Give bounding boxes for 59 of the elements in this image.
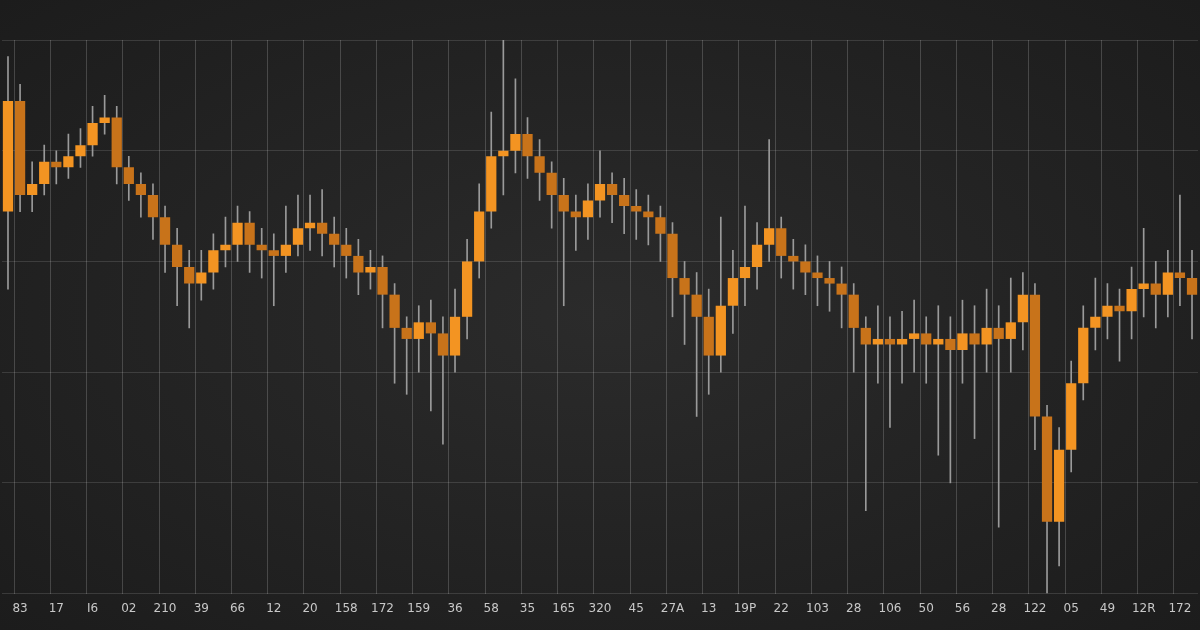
x-tick-label: 27A <box>660 600 686 615</box>
x-tick-label: 39 <box>193 600 209 615</box>
candlestick <box>329 216 340 268</box>
x-tick-label: 210 <box>153 600 177 615</box>
x-tick-label: 320 <box>588 600 612 615</box>
candlestick <box>341 227 352 279</box>
candlestick <box>860 316 871 511</box>
candlestick <box>631 189 642 240</box>
x-tick-label: 45 <box>628 600 644 615</box>
x-tick-label: 83 <box>12 600 28 615</box>
candlestick <box>425 299 436 412</box>
candlestick <box>908 299 920 373</box>
candlestick <box>619 178 630 235</box>
candlestick <box>27 161 38 212</box>
candlestick <box>268 233 279 307</box>
candlestick <box>184 250 195 329</box>
x-tick-label: 66 <box>229 600 246 615</box>
x-tick-label: 20 <box>302 600 318 615</box>
candlestick <box>764 139 775 262</box>
x-tick-label: 36 <box>447 600 463 615</box>
x-tick-label: 159 <box>407 600 431 615</box>
x-tick-label: 35 <box>519 600 536 615</box>
candlestick <box>437 316 449 445</box>
candlestick <box>1005 277 1016 373</box>
x-tick-label: 02 <box>121 600 137 615</box>
candlestick <box>280 205 292 273</box>
x-tick-label: 12R <box>1131 600 1156 615</box>
x-tick-label: 28 <box>846 600 862 615</box>
x-tick-label: 19P <box>733 600 757 615</box>
candlestick <box>1150 261 1161 329</box>
x-tick-label: 122 <box>1023 600 1047 615</box>
candlestick <box>558 178 569 307</box>
x-tick-label: 103 <box>806 600 829 615</box>
candlestick <box>921 316 932 384</box>
x-tick-label: 28 <box>991 600 1007 615</box>
candlestick <box>606 172 618 224</box>
candlestick <box>401 316 412 395</box>
x-tick-label: 12 <box>266 600 282 615</box>
x-tick-label: I6 <box>86 600 99 615</box>
x-tick-label: 172 <box>371 600 394 615</box>
candlestick <box>594 150 606 218</box>
x-tick-label: 172 <box>1168 600 1192 615</box>
candlestick <box>413 305 424 373</box>
x-tick-label: 49 <box>1099 600 1116 615</box>
x-tick-label: 158 <box>334 600 358 615</box>
x-tick-label: 165 <box>552 600 576 615</box>
candlestick <box>739 205 751 307</box>
x-tick-label: 17 <box>48 600 64 615</box>
candlestick <box>1186 250 1198 340</box>
x-tick-label: 56 <box>954 600 971 615</box>
x-tick-label: 13 <box>701 600 717 615</box>
x-tick-label: 58 <box>483 600 499 615</box>
x-tick-label: 106 <box>878 600 902 615</box>
x-tick-label: 05 <box>1063 600 1079 615</box>
x-tick-label: 50 <box>918 600 934 615</box>
candlestick <box>316 189 328 257</box>
candlestick <box>196 250 207 301</box>
candlestick <box>993 305 1004 528</box>
x-tick-label: 22 <box>773 600 789 615</box>
